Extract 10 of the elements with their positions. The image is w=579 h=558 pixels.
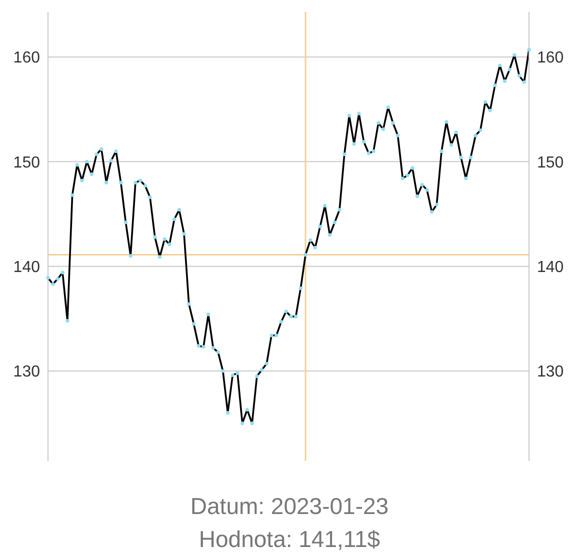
text: Hodnota: 141,11$ (198, 525, 382, 554)
y-tick-label: 160 (13, 50, 40, 67)
text: Datum: 2023-01-23 (189, 492, 390, 521)
y-tick-label: 140 (13, 259, 40, 276)
y2-tick-label: 140 (537, 259, 564, 276)
y2-tick-label: 130 (537, 364, 564, 381)
y2-tick-label: 150 (537, 154, 564, 172)
y2-tick-label: 160 (537, 50, 564, 67)
y-tick-label: 130 (13, 364, 40, 381)
y-tick-label: 150 (13, 154, 40, 172)
